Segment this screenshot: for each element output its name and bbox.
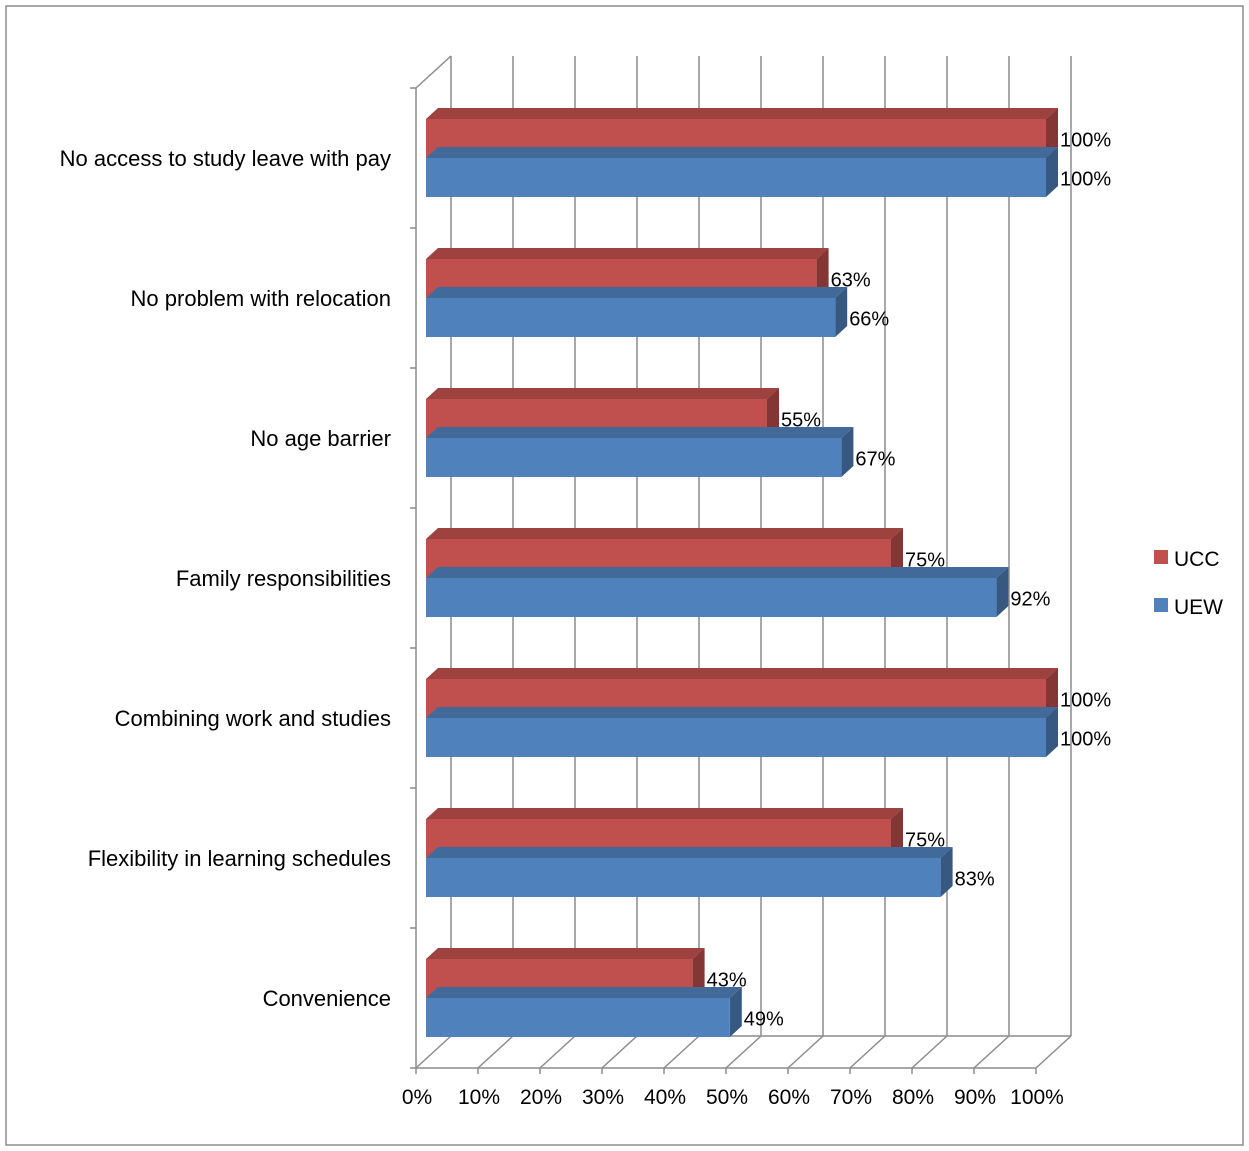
floor-gridline xyxy=(1035,1035,1072,1069)
bar-top-face xyxy=(426,668,1058,679)
wall-top-edge xyxy=(415,55,452,89)
value-axis: 0% 10% 20% 30% 40% 50% 60% 70% 80% 90% 100% xyxy=(402,1067,1064,1109)
data-label: 100% xyxy=(1060,130,1111,152)
bar-top-face xyxy=(426,847,953,858)
bar-top-face xyxy=(426,287,848,298)
bar-top-face xyxy=(426,987,742,998)
data-label: 67% xyxy=(855,449,895,471)
category-label: No access to study leave with pay xyxy=(60,146,391,171)
bar-side-face xyxy=(996,567,1009,617)
floor-gridline xyxy=(477,1035,514,1069)
bar-top-face xyxy=(426,808,903,819)
legend-swatch-uew xyxy=(1154,598,1168,612)
floor-gridline xyxy=(849,1035,886,1069)
category-label: No problem with relocation xyxy=(131,286,391,311)
bar-front-face xyxy=(426,998,730,1037)
category-labels: No access to study leave with pay No prob… xyxy=(60,146,391,1011)
bar-uew xyxy=(426,427,854,477)
category-axis xyxy=(410,87,417,1069)
x-tick-label: 70% xyxy=(830,1086,872,1109)
bar-side-face xyxy=(891,528,903,578)
bar-front-face xyxy=(426,298,836,337)
legend-label-uew: UEW xyxy=(1174,596,1223,619)
bar-uew xyxy=(426,707,1058,757)
bar-uew xyxy=(426,287,848,337)
bar-top-face xyxy=(426,147,1058,158)
x-tick-label: 20% xyxy=(520,1086,562,1109)
category-label: Flexibility in learning schedules xyxy=(88,846,391,871)
data-label: 49% xyxy=(744,1009,784,1031)
floor-gridline xyxy=(911,1035,948,1069)
data-label: 83% xyxy=(955,869,995,891)
category-label: No age barrier xyxy=(250,426,391,451)
bar-front-face xyxy=(426,858,941,897)
bar-side-face xyxy=(841,427,854,477)
bar-top-face xyxy=(426,707,1058,718)
data-label: 63% xyxy=(831,270,871,292)
bar-side-face xyxy=(729,987,742,1037)
data-labels: 100% 100% 63% 66% 55% 67% 75% 92% 100% 100% 75% 83%… xyxy=(707,130,1112,1031)
legend: UCC UEW xyxy=(1154,548,1223,619)
bar-side-face xyxy=(1046,707,1058,757)
x-tick-label: 60% xyxy=(768,1086,810,1109)
data-label: 66% xyxy=(849,309,889,331)
bar-uew xyxy=(426,147,1058,197)
bar-side-face xyxy=(891,808,903,858)
bar-uew xyxy=(426,567,1009,617)
bar-front-face xyxy=(426,718,1046,757)
bar-side-face xyxy=(1046,147,1058,197)
bar-top-face xyxy=(426,948,705,959)
x-tick-label: 100% xyxy=(1010,1086,1064,1109)
x-tick-label: 50% xyxy=(706,1086,748,1109)
data-label: 75% xyxy=(905,550,945,572)
floor-gridline xyxy=(725,1035,762,1069)
data-label: 75% xyxy=(905,830,945,852)
bar-front-face xyxy=(426,158,1046,197)
floor-gridline xyxy=(663,1035,700,1069)
data-label: 100% xyxy=(1060,690,1111,712)
bar-top-face xyxy=(426,427,854,438)
plot-area: 0% 10% 20% 30% 40% 50% 60% 70% 80% 90% 100%100%100… xyxy=(60,55,1112,1109)
bar-side-face xyxy=(816,248,829,298)
bar-top-face xyxy=(426,388,779,399)
bar-side-face xyxy=(835,287,848,337)
bar-side-face xyxy=(940,847,953,897)
bars xyxy=(426,108,1058,1037)
x-tick-label: 90% xyxy=(954,1086,996,1109)
bar-top-face xyxy=(426,567,1009,578)
floor-gridline xyxy=(415,1035,452,1069)
x-tick-label: 10% xyxy=(458,1086,500,1109)
floor-gridline xyxy=(539,1035,576,1069)
legend-swatch-ucc xyxy=(1154,550,1168,564)
x-tick-label: 0% xyxy=(402,1086,432,1109)
floor-gridline xyxy=(787,1035,824,1069)
bar-side-face xyxy=(1046,668,1058,718)
data-label: 92% xyxy=(1010,589,1050,611)
category-label: Convenience xyxy=(263,986,391,1011)
bar-uew xyxy=(426,847,953,897)
legend-label-ucc: UCC xyxy=(1174,548,1220,571)
x-tick-label: 30% xyxy=(582,1086,624,1109)
bar-side-face xyxy=(1046,108,1058,158)
category-label: Family responsibilities xyxy=(176,566,391,591)
bar-side-face xyxy=(692,948,705,998)
floor-gridline xyxy=(973,1035,1010,1069)
floor-gridline xyxy=(601,1035,638,1069)
x-tick-label: 40% xyxy=(644,1086,686,1109)
bar-front-face xyxy=(426,578,997,617)
bar-uew xyxy=(426,987,742,1037)
category-label: Combining work and studies xyxy=(115,706,391,731)
data-label: 100% xyxy=(1060,169,1111,191)
bar-top-face xyxy=(426,248,829,259)
bar-top-face xyxy=(426,528,903,539)
bar-front-face xyxy=(426,438,842,477)
data-label: 55% xyxy=(781,410,821,432)
bar-top-face xyxy=(426,108,1058,119)
data-label: 100% xyxy=(1060,729,1111,751)
bar-side-face xyxy=(767,388,779,438)
data-label: 43% xyxy=(707,970,747,992)
x-tick-label: 80% xyxy=(892,1086,934,1109)
